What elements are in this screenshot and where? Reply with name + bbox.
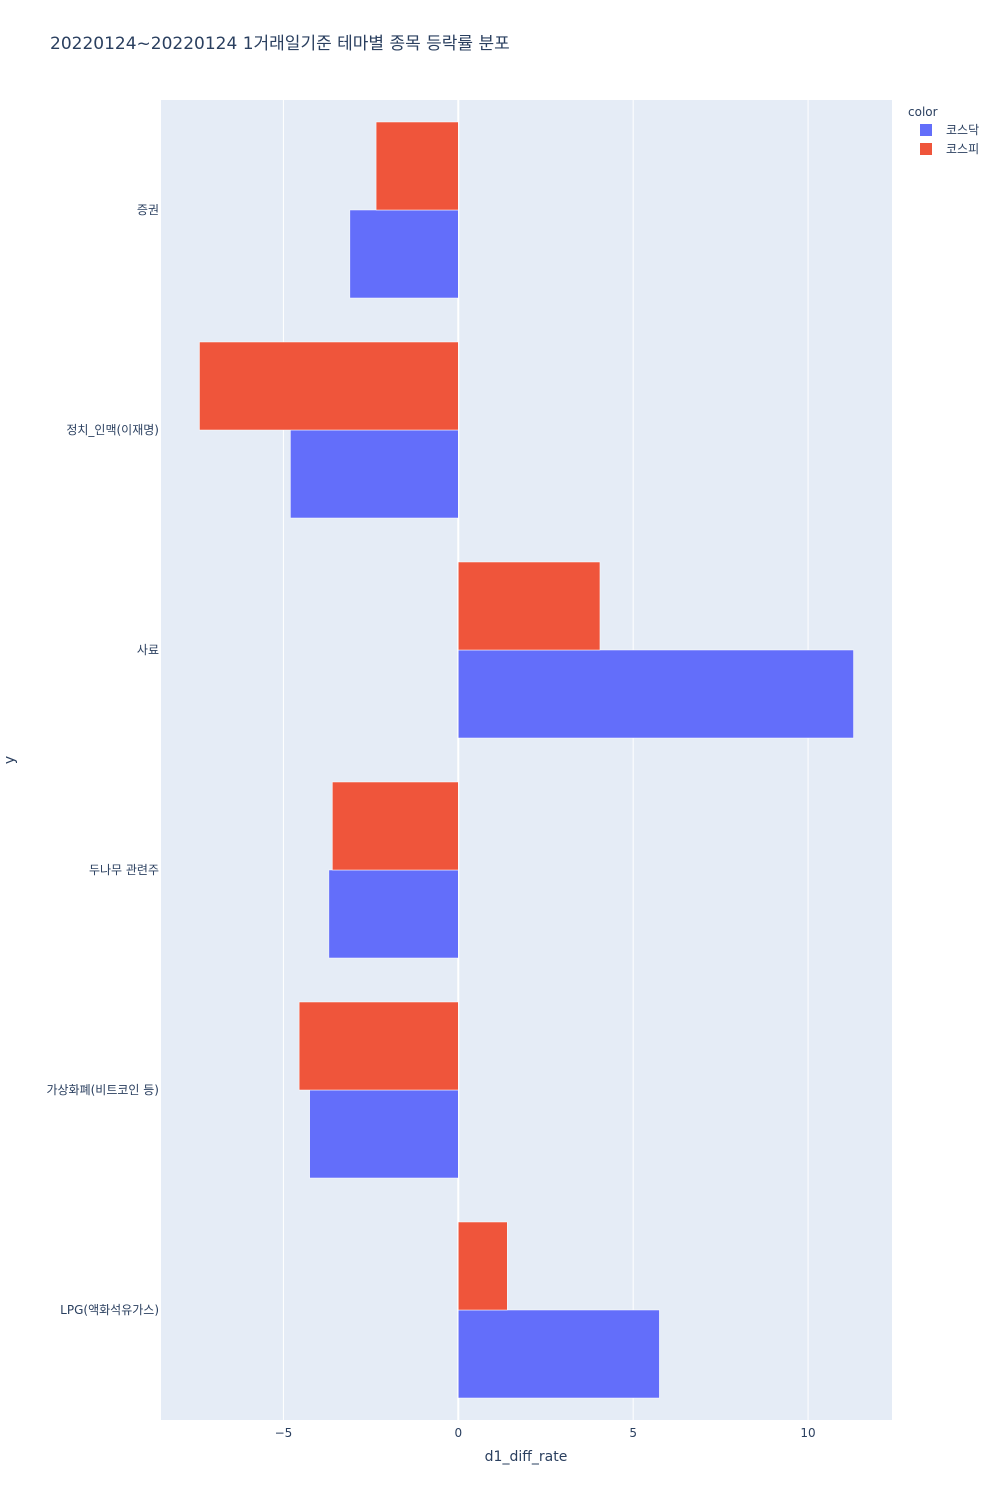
y-tick-label: 두나무 관련주: [89, 863, 159, 877]
bar-코스닥: [309, 1089, 459, 1179]
legend-swatch: [920, 143, 932, 155]
y-axis-title: y: [2, 756, 18, 764]
chart-title: 20220124~20220124 1거래일기준 테마별 종목 등락률 분포: [50, 34, 510, 54]
bar-코스닥: [290, 429, 459, 519]
y-tick-label: 사료: [137, 643, 159, 657]
bar-코스피: [458, 561, 601, 651]
x-tick-label: 0: [454, 1426, 462, 1440]
bar-코스닥: [349, 209, 459, 299]
y-tick-label: 가상화폐(비트코인 등): [46, 1083, 159, 1097]
y-tick-label: 증권: [137, 203, 159, 217]
bars: [199, 121, 854, 1399]
x-tick-label: 10: [800, 1426, 815, 1440]
grid: [282, 100, 809, 1420]
bar-코스닥: [458, 1309, 660, 1399]
plot-area: [161, 100, 892, 1420]
bar-코스피: [332, 781, 459, 871]
x-tick-label: 5: [629, 1426, 637, 1440]
bar-코스피: [375, 121, 459, 211]
y-tick-label: LPG(액화석유가스): [60, 1303, 159, 1317]
x-tick-label: −5: [275, 1426, 293, 1440]
y-tick-label: 정치_인맥(이재명): [66, 423, 159, 437]
legend-swatch: [920, 124, 932, 136]
x-axis-ticks: −5 0 5 10: [275, 1426, 816, 1440]
legend-label: 코스피: [946, 142, 979, 156]
bar-코스피: [298, 1001, 459, 1091]
bar-코스닥: [328, 869, 459, 959]
legend-label: 코스닥: [946, 123, 979, 137]
x-axis-title: d1_diff_rate: [485, 1449, 568, 1465]
bar-코스닥: [458, 649, 854, 739]
bar-코스피: [199, 341, 459, 431]
bar-코스피: [458, 1221, 508, 1311]
legend-title: color: [908, 105, 938, 119]
